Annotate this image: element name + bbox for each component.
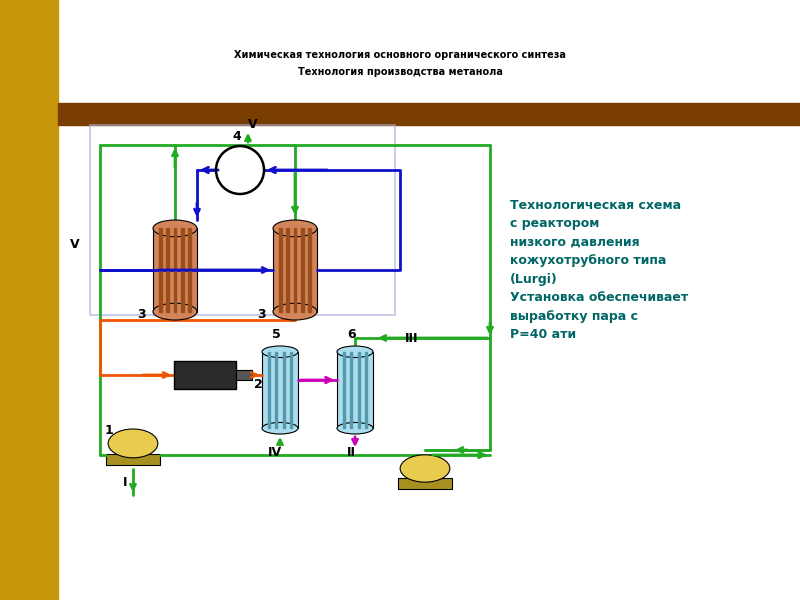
Bar: [350, 352, 352, 428]
Ellipse shape: [153, 303, 197, 320]
Bar: [290, 352, 292, 428]
Bar: [90, 125, 395, 315]
Text: 5: 5: [272, 328, 281, 340]
Bar: [174, 229, 176, 311]
Bar: [262, 352, 298, 428]
Text: 4: 4: [232, 130, 241, 142]
Text: Технологическая схема
с реактором
низкого давления
кожухотрубного типа
(Lurgi)
У: Технологическая схема с реактором низког…: [510, 199, 688, 341]
Ellipse shape: [108, 429, 158, 458]
Ellipse shape: [337, 422, 373, 434]
Bar: [58, 103, 800, 125]
Ellipse shape: [262, 346, 298, 358]
Bar: [398, 478, 452, 489]
Bar: [153, 229, 197, 311]
Bar: [268, 352, 270, 428]
Bar: [337, 352, 373, 428]
Text: 2: 2: [254, 379, 262, 391]
Ellipse shape: [337, 346, 373, 358]
Bar: [358, 352, 360, 428]
Bar: [159, 229, 162, 311]
Bar: [106, 454, 160, 465]
Bar: [181, 229, 183, 311]
Bar: [174, 361, 236, 389]
Text: 3: 3: [257, 308, 266, 322]
Text: 3: 3: [137, 308, 146, 322]
Text: Технология производства метанола: Технология производства метанола: [298, 67, 502, 77]
Bar: [294, 229, 296, 311]
Bar: [309, 229, 311, 311]
Text: 1: 1: [105, 425, 114, 437]
Bar: [275, 352, 278, 428]
Bar: [301, 229, 303, 311]
Ellipse shape: [153, 220, 197, 237]
Bar: [166, 229, 169, 311]
Text: IV: IV: [268, 445, 282, 458]
Text: II: II: [347, 445, 356, 458]
Text: Химическая технология основного органического синтеза: Химическая технология основного органиче…: [234, 50, 566, 60]
Bar: [236, 370, 252, 380]
Text: V: V: [70, 238, 80, 251]
Ellipse shape: [262, 422, 298, 434]
Bar: [365, 352, 366, 428]
Ellipse shape: [273, 303, 317, 320]
Bar: [189, 229, 191, 311]
Bar: [282, 352, 285, 428]
Text: V: V: [248, 118, 258, 130]
Bar: [343, 352, 346, 428]
Ellipse shape: [273, 220, 317, 237]
Text: 23: 23: [15, 548, 42, 568]
Ellipse shape: [400, 455, 450, 482]
Text: 6: 6: [347, 328, 356, 340]
Bar: [0, 0, 58, 600]
Bar: [286, 229, 289, 311]
Bar: [273, 229, 317, 311]
Text: III: III: [405, 331, 418, 344]
Text: I: I: [123, 476, 127, 490]
Bar: [279, 229, 282, 311]
